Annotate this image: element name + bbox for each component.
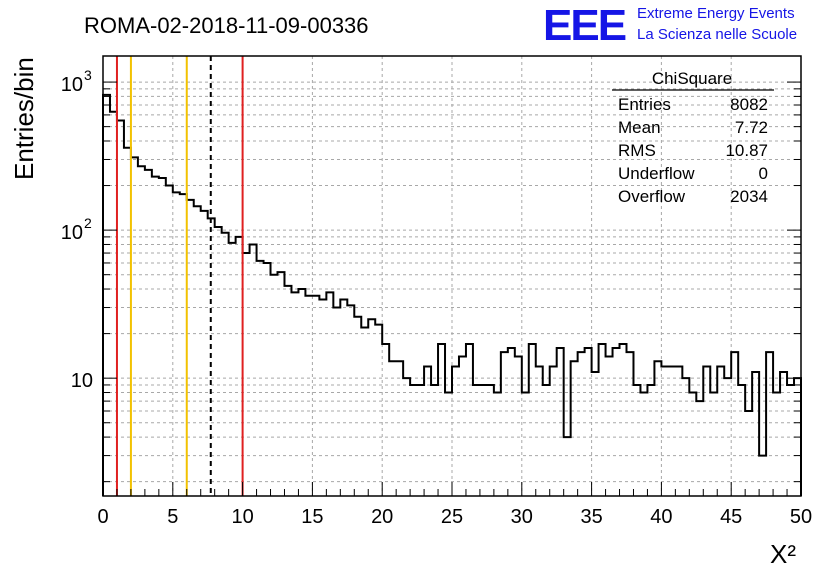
x-tick-label: 25 — [441, 506, 463, 528]
x-tick-label: 45 — [720, 506, 742, 528]
eee-logo: EEE Extreme Energy Events La Scienza nel… — [543, 1, 797, 50]
stats-value-overflow: 2034 — [730, 187, 768, 206]
grid — [103, 56, 801, 496]
x-tick-label: 35 — [580, 506, 602, 528]
x-tick-label: 40 — [650, 506, 672, 528]
histogram — [102, 93, 802, 496]
y-tick-label: 10 — [71, 370, 93, 392]
chart-title: ROMA-02-2018-11-09-00336 — [84, 13, 369, 38]
x-tick-label: 30 — [511, 506, 533, 528]
stats-label-overflow: Overflow — [618, 187, 686, 206]
logo-line-2: La Scienza nelle Scuole — [637, 26, 797, 43]
histogram-outline — [102, 93, 802, 496]
stats-value-mean: 7.72 — [735, 118, 768, 137]
x-axis-title: X² — [770, 539, 796, 569]
logo-line-1: Extreme Energy Events — [637, 5, 795, 22]
x-tick-label: 10 — [231, 506, 253, 528]
stats-value-entries: 8082 — [730, 95, 768, 114]
y-axis-title: Entries/bin — [9, 57, 39, 180]
stats-value-rms: 10.87 — [725, 141, 768, 160]
stats-label-underflow: Underflow — [618, 164, 695, 183]
x-tick-label: 50 — [790, 506, 812, 528]
stats-value-underflow: 0 — [759, 164, 768, 183]
x-tick-label: 15 — [301, 506, 323, 528]
stats-label-mean: Mean — [618, 118, 661, 137]
y-tick-exponent: 3 — [84, 67, 92, 83]
y-tick-label: 10 — [61, 222, 83, 244]
stats-label-rms: RMS — [618, 141, 656, 160]
marker-lines — [115, 56, 244, 496]
y-tick-label: 10 — [61, 74, 83, 96]
logo-mark: EEE — [543, 1, 626, 50]
x-tick-label: 20 — [371, 506, 393, 528]
stats-label-entries: Entries — [618, 95, 671, 114]
x-tick-label: 5 — [167, 506, 178, 528]
stats-box: ChiSquare Entries 8082 Mean 7.72 RMS 10.… — [612, 69, 774, 206]
x-tick-label: 0 — [97, 506, 108, 528]
y-tick-exponent: 2 — [84, 215, 92, 231]
stats-box-title: ChiSquare — [652, 69, 732, 88]
